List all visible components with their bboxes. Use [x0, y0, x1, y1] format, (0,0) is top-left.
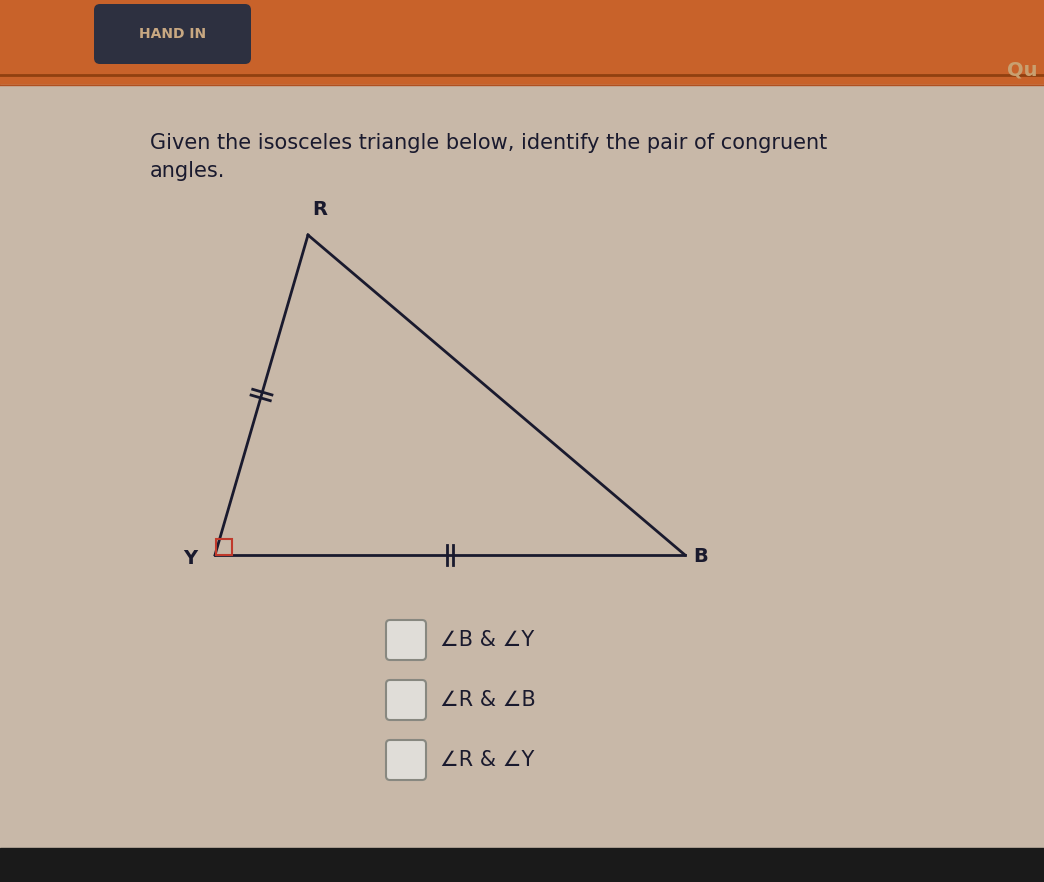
Bar	[0, 848, 1044, 882]
FancyBboxPatch shape	[386, 620, 426, 660]
Text: B: B	[693, 548, 708, 566]
FancyBboxPatch shape	[94, 4, 251, 64]
FancyBboxPatch shape	[386, 680, 426, 720]
Text: Qu: Qu	[1007, 61, 1038, 79]
Text: Given the isosceles triangle below, identify the pair of congruent: Given the isosceles triangle below, iden…	[150, 133, 827, 153]
Text: ∠R & ∠Y: ∠R & ∠Y	[440, 750, 535, 770]
Bar	[0, 0, 1044, 78]
Text: ∠B & ∠Y: ∠B & ∠Y	[440, 630, 535, 650]
Text: angles.: angles.	[150, 161, 226, 181]
FancyBboxPatch shape	[386, 740, 426, 780]
Text: R: R	[312, 200, 327, 219]
Bar	[216, 539, 232, 555]
Text: Y: Y	[183, 549, 197, 567]
Text: ∠R & ∠B: ∠R & ∠B	[440, 690, 536, 710]
Text: HAND IN: HAND IN	[139, 27, 206, 41]
